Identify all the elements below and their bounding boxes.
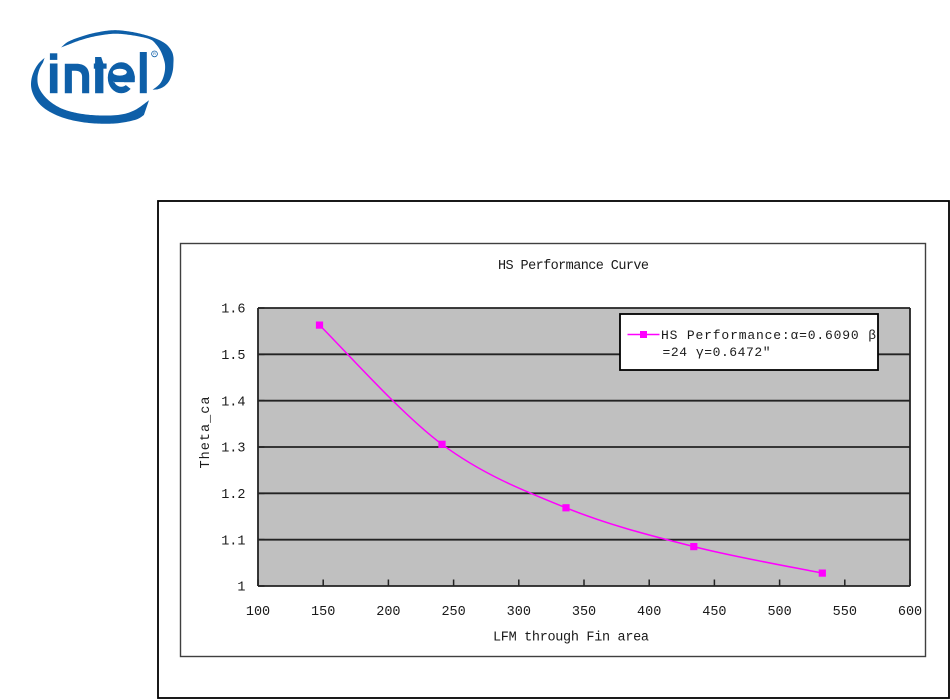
- svg-text:1.3: 1.3: [221, 442, 245, 457]
- svg-text:=24 γ=0.6472″: =24 γ=0.6472″: [663, 345, 771, 360]
- svg-text:300: 300: [507, 605, 531, 620]
- svg-text:HS Performance Curve: HS Performance Curve: [498, 259, 649, 274]
- svg-text:100: 100: [246, 605, 270, 620]
- svg-text:450: 450: [702, 605, 726, 620]
- svg-text:1.4: 1.4: [221, 395, 245, 410]
- svg-text:550: 550: [833, 605, 857, 620]
- svg-text:1: 1: [237, 581, 245, 596]
- svg-text:200: 200: [376, 605, 400, 620]
- svg-text:HS Performance:α=0.6090 β: HS Performance:α=0.6090 β: [661, 328, 876, 343]
- svg-text:400: 400: [637, 605, 661, 620]
- svg-text:1.2: 1.2: [221, 488, 245, 503]
- svg-text:250: 250: [441, 605, 465, 620]
- svg-text:Theta_ca: Theta_ca: [199, 397, 214, 469]
- svg-text:1.1: 1.1: [221, 534, 245, 549]
- svg-text:R: R: [153, 52, 156, 56]
- svg-text:600: 600: [898, 605, 922, 620]
- svg-text:350: 350: [572, 605, 596, 620]
- svg-text:1.5: 1.5: [221, 349, 245, 364]
- svg-text:150: 150: [311, 605, 335, 620]
- svg-text:500: 500: [767, 605, 791, 620]
- svg-text:1.6: 1.6: [221, 303, 245, 318]
- svg-text:LFM through Fin area: LFM through Fin area: [493, 631, 649, 646]
